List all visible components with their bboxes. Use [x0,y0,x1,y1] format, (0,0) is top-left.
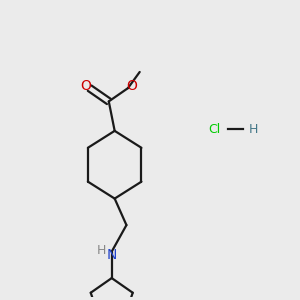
Text: H: H [248,123,258,136]
Text: N: N [107,248,118,262]
Text: O: O [81,79,92,93]
Text: H: H [97,244,106,256]
Text: Cl: Cl [209,123,221,136]
Text: O: O [126,80,137,93]
